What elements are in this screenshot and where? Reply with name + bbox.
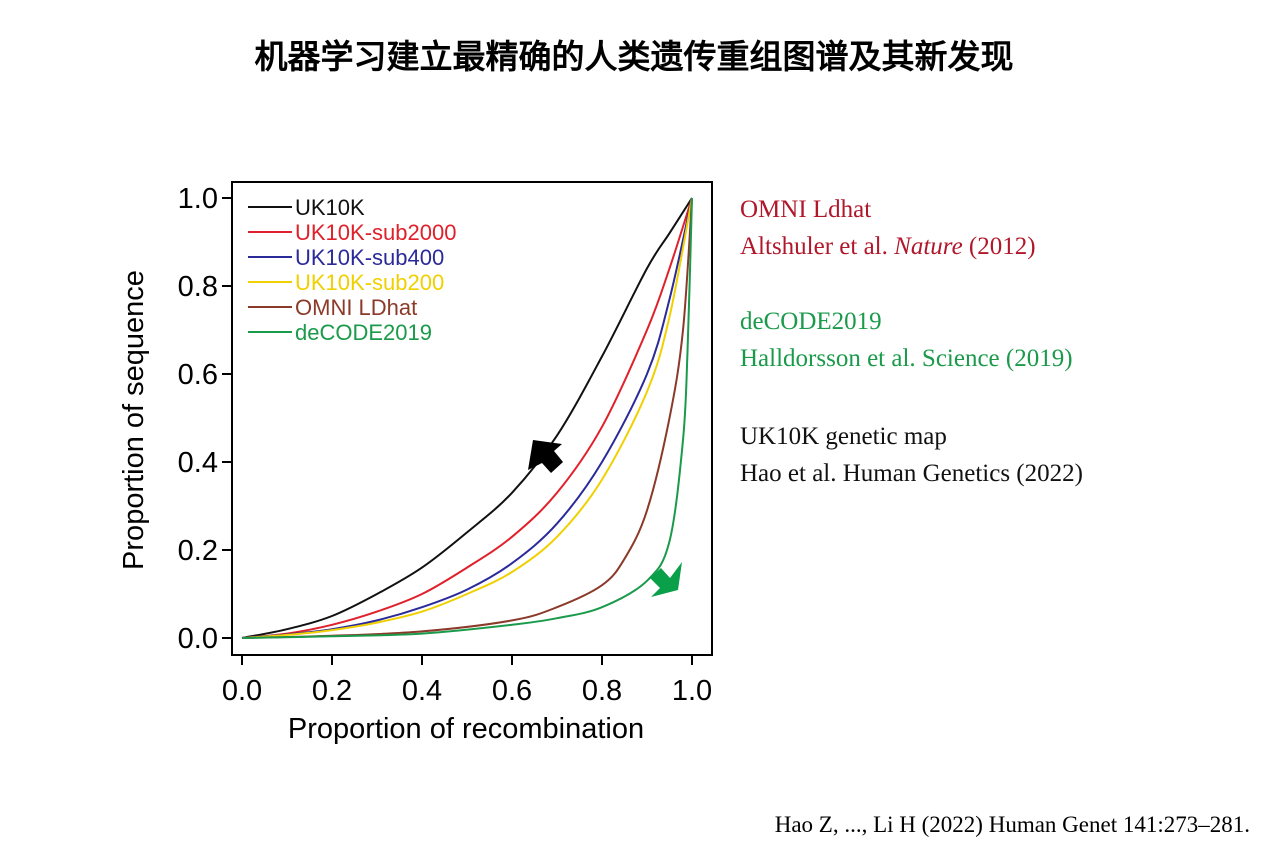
- y-tick-label: 0.0: [178, 623, 218, 655]
- y-axis-label: Proportion of sequence: [118, 270, 150, 570]
- x-tick-label: 0.0: [222, 675, 262, 707]
- plot-frame: [231, 181, 713, 656]
- legend-label: OMNI LDhat: [295, 295, 417, 320]
- slide-title: 机器学习建立最精确的人类遗传重组图谱及其新发现: [254, 37, 1014, 76]
- note-omni-ref: Altshuler et al.: [740, 233, 895, 260]
- down-right-arrow: [650, 562, 682, 597]
- up-left-arrow: [528, 440, 563, 473]
- note-decode: deCODE2019 Halldorsson et al. Science (2…: [740, 303, 1073, 377]
- legend-label: deCODE2019: [295, 320, 432, 345]
- legend-label: UK10K-sub400: [295, 245, 444, 270]
- citation: Hao Z, ..., Li H (2022) Human Genet 141:…: [774, 812, 1250, 837]
- note-uk10k-title: UK10K genetic map: [740, 423, 947, 450]
- x-tick-label: 0.4: [402, 675, 442, 707]
- note-omni-title: OMNI Ldhat: [740, 196, 872, 223]
- note-omni-year: (2012): [962, 233, 1036, 260]
- series-line-decode2019: [241, 197, 693, 639]
- note-decode-ref: Halldorsson et al. Science (2019): [740, 345, 1073, 372]
- note-uk10k: UK10K genetic map Hao et al. Human Genet…: [740, 418, 1083, 492]
- x-axis-label: Proportion of recombination: [288, 713, 644, 745]
- legend-label: UK10K: [295, 195, 365, 220]
- x-tick-label: 0.8: [582, 675, 622, 707]
- series-line-uk10k: [241, 197, 693, 639]
- note-uk10k-ref: Hao et al. Human Genetics (2022): [740, 460, 1083, 487]
- y-tick-label: 1.0: [178, 183, 218, 215]
- legend-label: UK10K-sub200: [295, 270, 444, 295]
- note-decode-title: deCODE2019: [740, 308, 882, 335]
- note-omni-journal: Nature: [894, 233, 963, 260]
- x-tick-label: 0.6: [492, 675, 532, 707]
- series-line-omni-ldhat: [241, 197, 693, 639]
- y-tick-label: 0.6: [178, 359, 218, 391]
- series-line-uk10k-sub2000: [241, 197, 693, 639]
- note-omni: OMNI Ldhat Altshuler et al. Nature (2012…: [740, 191, 1036, 265]
- y-tick-label: 0.8: [178, 271, 218, 303]
- y-tick-label: 0.4: [178, 447, 218, 479]
- y-tick-label: 0.2: [178, 535, 218, 567]
- series-line-uk10k-sub200: [241, 197, 693, 639]
- legend-label: UK10K-sub2000: [295, 220, 456, 245]
- x-tick-label: 1.0: [672, 675, 712, 707]
- x-tick-label: 0.2: [312, 675, 352, 707]
